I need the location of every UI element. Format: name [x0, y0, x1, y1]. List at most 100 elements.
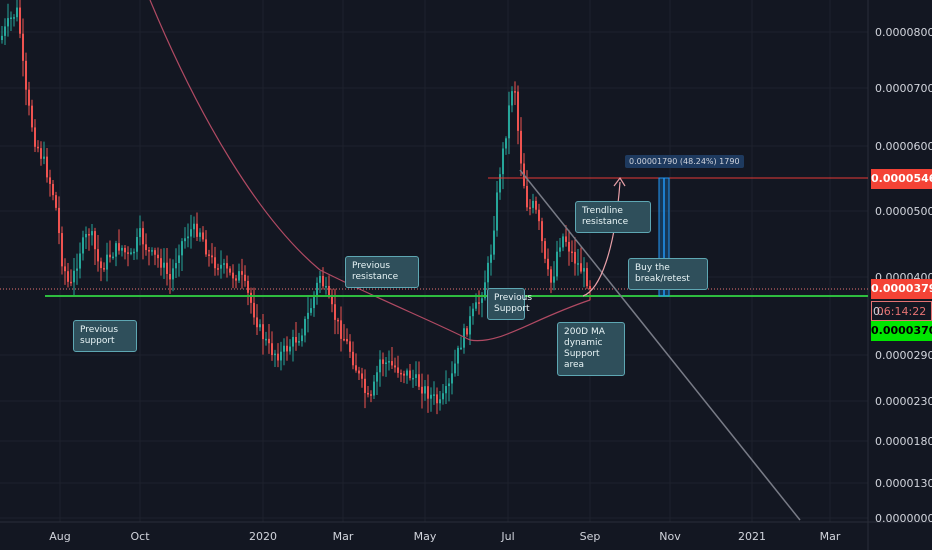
candle-body [112, 256, 114, 259]
candle-body [463, 328, 465, 348]
candle-body [493, 230, 495, 255]
candle-body [505, 138, 507, 149]
ma200-line [149, 0, 591, 342]
candle-body [388, 361, 390, 363]
candle-body [67, 271, 69, 282]
candle-body [85, 234, 87, 238]
candle-body [529, 207, 531, 209]
candle-body [379, 359, 381, 373]
candle-body [514, 91, 516, 93]
candle-body [460, 347, 462, 350]
candle-body [268, 338, 270, 344]
candle-body [331, 295, 333, 305]
candle-body [97, 249, 99, 262]
candle-body [25, 60, 27, 90]
candle-body [4, 26, 6, 36]
candle-body [400, 372, 402, 375]
candle-body [70, 281, 72, 284]
candle-body [358, 370, 360, 374]
candle-body [31, 105, 33, 128]
candle-body [205, 239, 207, 255]
candle-body [190, 229, 192, 237]
candle-body [421, 386, 423, 394]
candle-body [22, 33, 24, 61]
candle-body [349, 341, 351, 352]
candle-body [499, 174, 501, 193]
candle-body [151, 250, 153, 252]
candle-body [313, 295, 315, 309]
candle-body [187, 236, 189, 239]
candle-body [574, 251, 576, 264]
candle-body [451, 373, 453, 384]
candle-body [352, 351, 354, 366]
candle-body [394, 365, 396, 368]
candle-body [391, 361, 393, 366]
candle-body [481, 298, 483, 303]
candle-body [88, 234, 90, 236]
candle-body [511, 91, 513, 106]
candle-body [178, 255, 180, 264]
candle-body [442, 393, 444, 400]
candle-body [517, 91, 519, 131]
candle-body [175, 263, 177, 269]
candle-body [445, 386, 447, 394]
candle-body [214, 257, 216, 269]
candle-body [271, 343, 273, 356]
candle-body [541, 221, 543, 242]
candle-body [361, 373, 363, 379]
candle-body [10, 17, 12, 20]
candle-body [337, 319, 339, 322]
trendline-resistance [519, 169, 801, 521]
candle-body [169, 273, 171, 280]
candle-body [580, 263, 582, 272]
candle-body [109, 254, 111, 258]
candle-body [238, 271, 240, 281]
callout-previous-support-2: Previous Support [487, 288, 532, 320]
candle-body [478, 302, 480, 304]
candle-body [265, 338, 267, 341]
callout-buy-break-retest: Buy the break/retest [628, 258, 708, 290]
candle-body [406, 370, 408, 376]
candle-body [430, 394, 432, 399]
candle-body [262, 324, 264, 340]
x-tick-label: 2020 [249, 530, 277, 543]
candle-body [103, 268, 105, 270]
candle-body [292, 336, 294, 347]
candle-body [43, 156, 45, 159]
candle-body [76, 268, 78, 271]
candle-body [52, 183, 54, 196]
candle-body [154, 250, 156, 255]
candle-body [34, 127, 36, 147]
candle-body [1, 35, 3, 40]
candle-body [319, 275, 321, 283]
candle-body [247, 280, 249, 293]
candle-body [49, 177, 51, 184]
callout-ma200-support: 200D MA dynamic Support area [557, 322, 625, 376]
candle-body [403, 373, 405, 376]
candle-body [355, 365, 357, 371]
candle-body [322, 275, 324, 287]
candle-body [256, 317, 258, 328]
candle-body [199, 232, 201, 237]
candle-body [577, 263, 579, 265]
current-price-tag: 0.00003799 [871, 279, 932, 299]
candle-body [124, 247, 126, 253]
projection-arrow [582, 181, 621, 297]
candle-body [538, 209, 540, 222]
candle-body [343, 338, 345, 341]
candle-body [181, 241, 183, 256]
candle-body [472, 308, 474, 317]
candle-body [385, 362, 387, 365]
candle-body [571, 251, 573, 254]
candle-body [484, 282, 486, 299]
candle-body [508, 105, 510, 139]
candle-body [58, 207, 60, 234]
